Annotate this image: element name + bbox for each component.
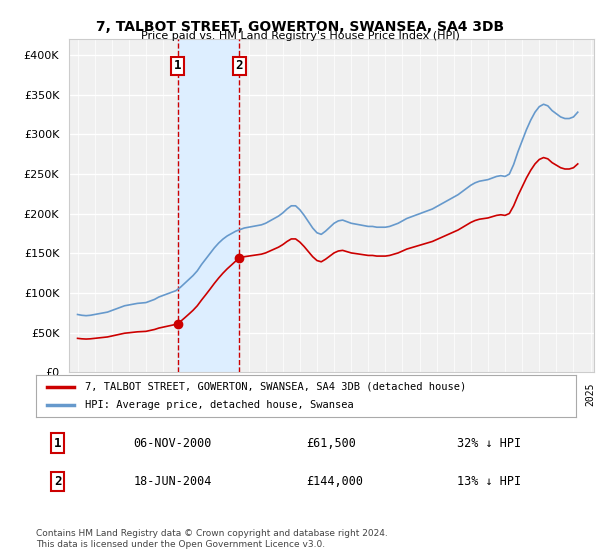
Text: 2: 2 xyxy=(236,59,243,72)
Text: 1: 1 xyxy=(54,437,61,450)
Text: 2: 2 xyxy=(54,475,61,488)
Text: 32% ↓ HPI: 32% ↓ HPI xyxy=(457,437,521,450)
Text: 1: 1 xyxy=(174,59,181,72)
Text: 7, TALBOT STREET, GOWERTON, SWANSEA, SA4 3DB (detached house): 7, TALBOT STREET, GOWERTON, SWANSEA, SA4… xyxy=(85,382,466,392)
Text: £144,000: £144,000 xyxy=(306,475,363,488)
Text: 06-NOV-2000: 06-NOV-2000 xyxy=(133,437,212,450)
Text: 7, TALBOT STREET, GOWERTON, SWANSEA, SA4 3DB: 7, TALBOT STREET, GOWERTON, SWANSEA, SA4… xyxy=(96,20,504,34)
Text: 18-JUN-2004: 18-JUN-2004 xyxy=(133,475,212,488)
Text: Contains HM Land Registry data © Crown copyright and database right 2024.
This d: Contains HM Land Registry data © Crown c… xyxy=(36,529,388,549)
Text: £61,500: £61,500 xyxy=(306,437,356,450)
Text: HPI: Average price, detached house, Swansea: HPI: Average price, detached house, Swan… xyxy=(85,400,353,410)
Text: Price paid vs. HM Land Registry's House Price Index (HPI): Price paid vs. HM Land Registry's House … xyxy=(140,31,460,41)
Bar xyxy=(178,39,239,372)
Text: 13% ↓ HPI: 13% ↓ HPI xyxy=(457,475,521,488)
